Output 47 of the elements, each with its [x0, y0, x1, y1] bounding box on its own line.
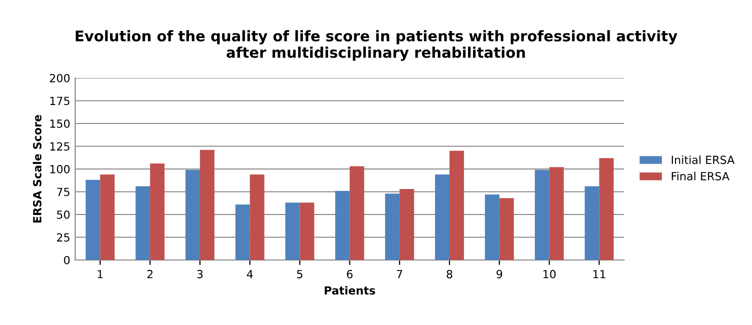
x-tick-label: 8 [446, 270, 452, 278]
bar [499, 198, 514, 260]
bar [534, 170, 550, 260]
x-tick-label: 10 [543, 270, 556, 278]
x-tick-label: 7 [396, 270, 402, 278]
y-tick-label: 0 [64, 256, 70, 264]
bar [250, 174, 264, 260]
bar [150, 164, 165, 260]
bar [400, 189, 414, 260]
bar [136, 186, 150, 260]
y-tick-label: 50 [57, 210, 70, 219]
x-tick-label: 4 [246, 270, 253, 278]
bar [200, 150, 214, 260]
bar [385, 194, 400, 260]
bar [549, 167, 564, 260]
y-tick-label: 25 [57, 233, 70, 242]
bar [100, 174, 115, 260]
bar [300, 202, 314, 260]
bar [599, 158, 614, 260]
y-tick-label: 75 [57, 188, 70, 196]
x-tick-label: 5 [297, 270, 302, 278]
bar [185, 170, 200, 260]
x-tick-label: 9 [496, 270, 502, 278]
y-tick-label: 200 [50, 74, 70, 82]
x-tick-label: 2 [147, 270, 152, 278]
x-axis-title: Patients [324, 286, 376, 295]
x-tick-label: 1 [98, 270, 103, 278]
bar [584, 186, 600, 260]
bar [86, 180, 100, 260]
bar [435, 174, 450, 260]
bar [235, 204, 250, 260]
y-tick-label: 175 [50, 96, 70, 106]
x-tick-label: 11 [593, 270, 606, 278]
x-tick-label: 3 [197, 270, 203, 278]
bar [449, 150, 464, 260]
legend-label: Initial ERSA [672, 155, 735, 164]
bar [335, 190, 350, 260]
y-tick-label: 100 [50, 164, 70, 174]
legend-label: Final ERSA [672, 172, 730, 180]
bar [350, 166, 364, 260]
y-tick-label: 125 [50, 142, 70, 151]
y-axis-title: ERSA Scale Score [32, 114, 42, 223]
y-tick-label: 150 [50, 119, 70, 128]
chart-title: Evolution of the quality of life score in patients with professional activity after multidisciplinary rehabilitation [76, 30, 678, 61]
x-tick-label: 6 [346, 270, 353, 278]
bar [285, 202, 300, 260]
bar [484, 194, 500, 260]
